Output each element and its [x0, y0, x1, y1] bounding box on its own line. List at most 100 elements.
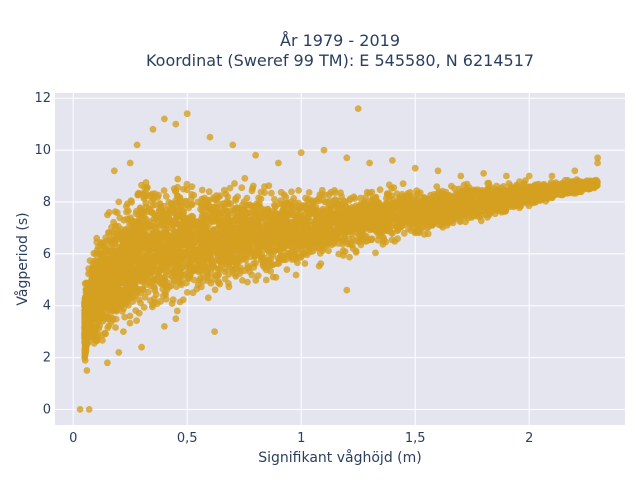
data-point — [255, 214, 262, 221]
data-point — [290, 195, 297, 202]
data-point — [215, 279, 222, 286]
data-point — [502, 190, 509, 197]
data-point — [263, 277, 270, 284]
data-point — [284, 266, 291, 273]
data-point — [214, 273, 221, 280]
data-point — [438, 218, 445, 225]
data-point — [131, 255, 138, 262]
data-point — [258, 231, 265, 238]
data-point — [400, 180, 407, 187]
data-point — [202, 239, 209, 246]
data-point — [87, 282, 94, 289]
data-point — [342, 198, 349, 205]
data-point — [423, 205, 430, 212]
data-point — [281, 191, 288, 198]
data-point — [266, 248, 273, 255]
data-point — [469, 211, 476, 218]
data-point — [127, 320, 134, 327]
data-point — [145, 270, 152, 277]
data-point — [161, 187, 168, 194]
data-point — [372, 195, 379, 202]
data-point — [377, 186, 384, 193]
data-point — [176, 278, 183, 285]
data-point — [201, 195, 208, 202]
data-point — [517, 203, 524, 210]
data-point — [118, 271, 125, 278]
data-point — [255, 223, 262, 230]
data-point — [97, 311, 104, 318]
data-point — [156, 222, 163, 229]
data-point — [217, 192, 224, 199]
data-point — [221, 187, 228, 194]
data-point — [132, 244, 139, 251]
data-point — [271, 218, 278, 225]
data-point — [448, 183, 455, 190]
data-point — [273, 247, 280, 254]
data-point — [292, 238, 299, 245]
data-point — [189, 183, 196, 190]
chart-title-line2: Koordinat (Sweref 99 TM): E 545580, N 62… — [146, 51, 534, 70]
data-point — [250, 264, 257, 271]
data-point — [94, 247, 101, 254]
data-point — [174, 176, 181, 183]
data-point — [258, 196, 265, 203]
data-point — [272, 203, 279, 210]
data-point — [284, 200, 291, 207]
data-point — [495, 187, 502, 194]
data-point — [462, 209, 469, 216]
data-point — [205, 294, 212, 301]
data-point — [184, 289, 191, 296]
data-point — [256, 203, 263, 210]
data-point — [204, 275, 211, 282]
data-point — [151, 287, 158, 294]
data-point — [346, 254, 353, 261]
data-point — [179, 272, 186, 279]
data-point — [218, 235, 225, 242]
data-point — [96, 259, 103, 266]
data-point — [257, 239, 264, 246]
data-point — [279, 218, 286, 225]
data-point — [222, 276, 229, 283]
data-point — [368, 218, 375, 225]
data-point — [92, 265, 99, 272]
data-point — [325, 248, 332, 255]
data-point — [112, 324, 119, 331]
data-point — [317, 260, 324, 267]
data-point — [249, 272, 256, 279]
data-point — [119, 256, 126, 263]
data-point — [412, 229, 419, 236]
data-point — [351, 195, 358, 202]
data-point — [143, 179, 150, 186]
data-point — [388, 230, 395, 237]
data-point — [180, 186, 187, 193]
data-point — [268, 190, 275, 197]
data-point — [302, 260, 309, 267]
data-point — [335, 251, 342, 258]
data-point — [177, 195, 184, 202]
data-point — [391, 238, 398, 245]
data-point — [382, 217, 389, 224]
data-point — [149, 304, 156, 311]
data-point — [123, 203, 130, 210]
data-point — [211, 204, 218, 211]
data-point — [430, 212, 437, 219]
data-point — [384, 192, 391, 199]
data-point — [349, 210, 356, 217]
data-point — [200, 264, 207, 271]
data-point — [333, 201, 340, 208]
data-point — [244, 265, 251, 272]
data-point — [234, 193, 241, 200]
data-point — [295, 187, 302, 194]
data-point — [226, 211, 233, 218]
data-point — [342, 248, 349, 255]
data-point — [199, 187, 206, 194]
data-point — [212, 286, 219, 293]
data-point — [206, 188, 213, 195]
data-point — [289, 211, 296, 218]
data-point — [239, 277, 246, 284]
data-point — [253, 248, 260, 255]
data-point — [357, 201, 364, 208]
data-point — [372, 250, 379, 257]
